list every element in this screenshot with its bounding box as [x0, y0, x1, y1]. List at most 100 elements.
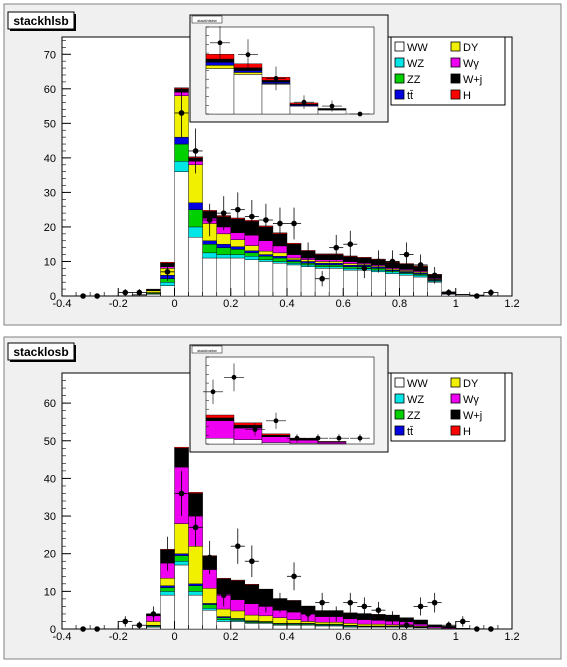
bar-W+j: [174, 448, 189, 468]
y-tick-label: 30: [44, 187, 56, 199]
data-point: [192, 524, 199, 531]
bar-Wγ: [286, 611, 302, 620]
bar-WZ: [160, 281, 175, 286]
bar-WW: [399, 275, 414, 297]
data-point: [249, 213, 255, 220]
bar-DY: [258, 250, 274, 255]
data-point: [389, 258, 396, 265]
data-point: [94, 293, 100, 299]
bar-H: [314, 253, 330, 255]
bar-H: [174, 446, 189, 449]
x-tick-label: 0: [171, 298, 177, 310]
legend-label: WZ: [407, 58, 424, 70]
legend-label: W+j: [463, 74, 482, 86]
bar-tt: [343, 265, 358, 267]
data-point: [136, 289, 143, 296]
bar-WW: [328, 268, 344, 297]
chart-panel-2: -0.4 -0.2 0 0.2 0.4 0.6 0.8 1 1.2 0 10 20 30 40 50 60 st…: [3, 336, 562, 660]
bar-tt: [244, 250, 260, 254]
data-point: [459, 618, 466, 625]
bar-Wγ: [230, 599, 246, 612]
data-point: [192, 148, 199, 154]
bar-W+j: [455, 628, 471, 630]
bar-WZ: [258, 259, 274, 262]
data-point: [277, 220, 283, 227]
legend-label: WW: [407, 42, 428, 54]
bar-WW: [413, 276, 428, 297]
bar-WW: [300, 266, 316, 297]
data-point: [178, 490, 185, 497]
inset-bar-W+j: [289, 438, 319, 441]
bar-ZZ: [343, 266, 358, 269]
bar-WW: [216, 257, 231, 297]
legend-label: Wγ: [463, 58, 479, 70]
bar-Wγ: [343, 618, 358, 624]
bar-Wγ: [371, 620, 386, 625]
data-point: [277, 599, 283, 606]
legend-swatch-WZ: [394, 57, 405, 68]
bar-ZZ: [216, 247, 231, 255]
bar-ZZ: [202, 243, 217, 254]
data-point: [234, 543, 241, 549]
bar-WW: [230, 621, 246, 630]
bar-WZ: [286, 262, 302, 266]
title-shadow: [10, 29, 76, 31]
inset-title-box: [191, 345, 223, 354]
legend-label: tt̄: [407, 90, 413, 102]
bar-WW: [314, 625, 330, 630]
legend-label: W+j: [463, 410, 482, 422]
inset-bar-WW: [205, 438, 235, 445]
legend-label: ZZ: [407, 410, 421, 422]
bar-Wγ: [314, 616, 330, 623]
inset-bar-WW: [205, 68, 235, 115]
bar-DY: [300, 621, 316, 624]
bar-WW: [146, 294, 161, 297]
bar-W+j: [146, 288, 161, 292]
inset-point: [301, 99, 307, 105]
bar-WW: [343, 626, 358, 630]
inset-bar-WW: [233, 74, 263, 115]
bar-WZ: [328, 266, 344, 269]
inset-bar-Wγ: [205, 420, 235, 439]
bar-ZZ: [174, 555, 189, 562]
bar-DY: [230, 610, 246, 619]
legend-label: WZ: [407, 394, 424, 406]
bar-W+j: [399, 617, 414, 623]
bar-ZZ: [230, 249, 246, 255]
legend-swatch-H: [450, 425, 461, 436]
bar-WW: [328, 625, 344, 630]
legend-label: DY: [463, 378, 479, 390]
data-point: [488, 626, 494, 632]
bar-Wγ: [244, 603, 260, 616]
bar-WW: [286, 625, 302, 630]
bar-W+j: [244, 584, 260, 604]
x-tick-label: 0.6: [336, 631, 351, 643]
bar-tt: [216, 243, 231, 248]
inset-bar-W+j: [205, 58, 235, 63]
chart-title: stackhlsb: [13, 14, 68, 28]
bar-DY: [314, 622, 330, 625]
y-tick-label: 50: [44, 118, 56, 130]
bar-DY: [244, 245, 260, 251]
bar-WZ: [202, 252, 217, 259]
inset-title: stackhlsbw: [197, 18, 217, 23]
x-tick-label: 1.2: [504, 298, 519, 310]
bar-WW: [244, 623, 260, 630]
bar-W+j: [455, 294, 471, 296]
inset-bar-WW: [233, 439, 263, 445]
title-shadow: [74, 345, 76, 362]
inset-title: stacklosbw: [197, 348, 217, 353]
bar-DY: [314, 261, 330, 264]
data-point: [361, 603, 368, 610]
legend-box: [390, 372, 506, 442]
y-tick-label: 60: [44, 398, 56, 410]
legend-swatch-DY: [450, 41, 461, 52]
legend-swatch-Wγ: [450, 393, 461, 404]
bar-WW: [385, 626, 400, 630]
bar-ZZ: [160, 587, 175, 592]
data-point: [164, 269, 171, 275]
data-point: [347, 599, 354, 606]
bar-ZZ: [328, 264, 344, 267]
bar-WW: [160, 285, 175, 297]
bar-WZ: [188, 226, 203, 238]
